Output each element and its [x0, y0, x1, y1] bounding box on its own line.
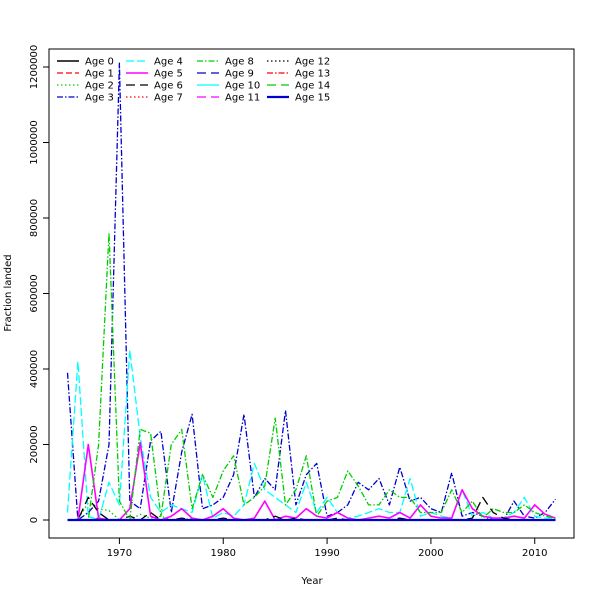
legend-label: Age 13: [295, 69, 330, 80]
legend-label: Age 15: [295, 93, 330, 104]
y-axis: 0 200000 400000 600000 800000 1000000 1200000: [29, 45, 49, 523]
legend-label: Age 11: [225, 93, 260, 104]
x-tick-label: 2000: [418, 548, 443, 559]
y-axis-label: Fraction landed: [3, 254, 14, 331]
legend-label: Age 14: [295, 81, 330, 92]
legend-label: Age 0: [85, 57, 114, 68]
legend-label: Age 2: [85, 81, 114, 92]
legend-label: Age 12: [295, 57, 330, 68]
x-axis-label: Year: [300, 576, 323, 587]
x-tick-label: 1980: [211, 548, 236, 559]
series-line-age-3: [66, 62, 557, 521]
y-tick-label: 1200000: [29, 45, 40, 90]
series-line-age-5: [67, 441, 556, 521]
y-tick-label: 200000: [29, 425, 40, 463]
legend-label: Age 5: [154, 69, 183, 80]
y-tick-label: 0: [29, 517, 40, 523]
y-tick-label: 600000: [29, 274, 40, 312]
series-layer: [66, 62, 557, 522]
x-tick-label: 2010: [522, 548, 547, 559]
y-tick-label: 1000000: [29, 120, 40, 165]
legend-label: Age 9: [225, 69, 254, 80]
legend-label: Age 1: [85, 69, 114, 80]
legend-label: Age 8: [225, 57, 254, 68]
legend-label: Age 6: [154, 81, 183, 92]
x-tick-label: 1990: [314, 548, 339, 559]
x-axis: 1970 1980 1990 2000 2010: [107, 538, 547, 559]
legend-label: Age 4: [154, 57, 183, 68]
x-tick-label: 1970: [107, 548, 132, 559]
legend-label: Age 7: [154, 93, 183, 104]
y-tick-label: 400000: [29, 350, 40, 388]
legend-label: Age 10: [225, 81, 260, 92]
series-line-age-8: [67, 232, 556, 521]
y-tick-label: 800000: [29, 199, 40, 237]
legend-label: Age 3: [85, 93, 114, 104]
